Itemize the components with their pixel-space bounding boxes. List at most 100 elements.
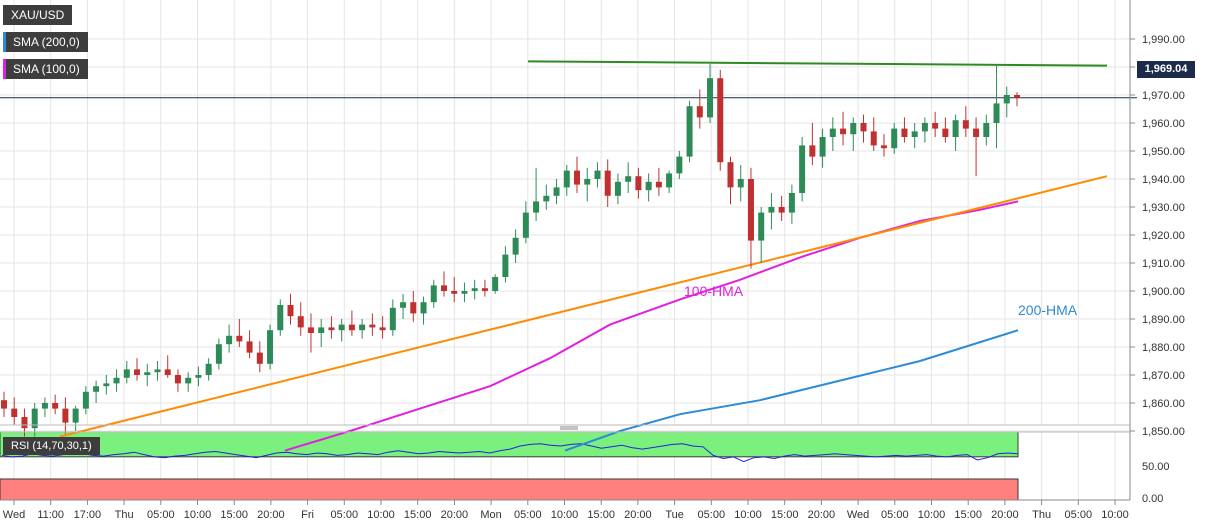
candle-body xyxy=(962,120,969,129)
candle-body xyxy=(256,352,263,364)
x-tick-label: 05:00 xyxy=(881,509,909,521)
candle-body xyxy=(563,170,570,188)
candle-body xyxy=(369,324,376,328)
y-tick-label: 1,930.00 xyxy=(1142,202,1185,214)
candle-body xyxy=(1003,95,1010,104)
candle-body xyxy=(154,369,161,373)
candle-body xyxy=(215,344,222,364)
candle-body xyxy=(185,377,192,384)
candle-body xyxy=(973,128,980,137)
rsi-label-text: RSI (14,70,30,1) xyxy=(11,440,92,452)
candle-body xyxy=(870,131,877,146)
candle-body xyxy=(123,369,130,378)
candle-body xyxy=(850,123,857,135)
candle-body xyxy=(512,237,519,255)
x-tick-label: 10:00 xyxy=(551,509,579,521)
candle-body xyxy=(747,179,754,241)
candle-body xyxy=(727,162,734,188)
candle-body xyxy=(420,302,427,314)
x-tick-label: 05:00 xyxy=(1065,509,1093,521)
candles xyxy=(1,64,1020,437)
x-tick-label: Mon xyxy=(480,509,501,521)
x-tick-label: 05:00 xyxy=(698,509,726,521)
candle-body xyxy=(676,156,683,174)
symbol-text: XAU/USD xyxy=(11,8,65,22)
candle-body xyxy=(614,181,621,196)
candle-body xyxy=(942,128,949,137)
x-tick-label: 11:00 xyxy=(37,509,64,521)
candle-body xyxy=(236,335,243,342)
x-tick-label: Wed xyxy=(847,509,869,521)
hma100-line xyxy=(284,200,1019,452)
rsi-label[interactable]: RSI (14,70,30,1) xyxy=(3,437,100,455)
candle-body xyxy=(103,383,110,387)
candle-body xyxy=(880,145,887,149)
legend-sma100[interactable]: SMA (100,0) xyxy=(3,59,88,79)
candle-body xyxy=(594,170,601,179)
candle-body xyxy=(860,123,867,132)
candle-body xyxy=(492,277,499,291)
candle-body xyxy=(522,212,529,238)
candle-body xyxy=(11,408,18,417)
candle-body xyxy=(1,400,7,409)
x-tick-label: 15:00 xyxy=(771,509,799,521)
candle-body xyxy=(174,375,181,384)
sma100-label: SMA (100,0) xyxy=(13,62,80,76)
x-tick-label: 20:00 xyxy=(808,509,836,521)
candle-body xyxy=(635,176,642,191)
x-tick-label: Fri xyxy=(301,509,314,521)
candle-body xyxy=(983,123,990,137)
trend-lines xyxy=(0,60,1137,463)
candle-body xyxy=(72,408,79,423)
candle-body xyxy=(502,254,509,277)
candle-body xyxy=(297,316,304,328)
candle-body xyxy=(1014,95,1020,98)
candle-body xyxy=(891,128,898,149)
candle-body xyxy=(471,288,478,291)
y-tick-label: 1,860.00 xyxy=(1142,398,1185,410)
candle-body xyxy=(348,324,355,331)
candle-body xyxy=(144,372,151,375)
y-tick-label: 1,910.00 xyxy=(1142,258,1185,270)
y-tick-label: 1,850.00 xyxy=(1142,426,1185,438)
rsi-tick-label: 0.00 xyxy=(1142,493,1163,505)
hma100-annotation: 100-HMA xyxy=(684,283,744,299)
candle-body xyxy=(379,327,386,331)
rsi-overbought-band xyxy=(0,431,1019,458)
x-tick-label: 20:00 xyxy=(991,509,1019,521)
candle-body xyxy=(993,103,1000,123)
candle-body xyxy=(921,123,928,132)
x-tick-label: 10:00 xyxy=(367,509,395,521)
candle-body xyxy=(318,327,325,333)
y-tick-label: 1,880.00 xyxy=(1142,342,1185,354)
candle-body xyxy=(307,327,314,333)
legend-sma200[interactable]: SMA (200,0) xyxy=(3,32,88,52)
candle-body xyxy=(696,106,703,118)
candle-body xyxy=(707,78,714,118)
candle-body xyxy=(604,170,611,196)
candle-body xyxy=(645,181,652,191)
candle-body xyxy=(41,403,48,409)
hma200-line xyxy=(564,329,1019,452)
last-price-tag: 1,969.04 xyxy=(1137,61,1195,78)
candle-body xyxy=(205,363,212,375)
candle-body xyxy=(31,408,38,429)
candle-body xyxy=(737,179,744,188)
hma200-annotation: 200-HMA xyxy=(1018,302,1078,318)
x-tick-label: 20:00 xyxy=(441,509,469,521)
candle-body xyxy=(226,335,233,345)
sma200-label: SMA (200,0) xyxy=(13,35,80,49)
candle-body xyxy=(553,187,560,196)
candle-body xyxy=(440,285,447,291)
candle-body xyxy=(901,128,908,137)
annotations: 100-HMA 200-HMA xyxy=(684,283,1078,318)
candle-body xyxy=(686,106,693,157)
x-tick-label: 10:00 xyxy=(918,509,946,521)
candle-body xyxy=(164,369,171,375)
candle-body xyxy=(82,391,89,409)
x-tick-label: 17:00 xyxy=(74,509,102,521)
candle-body xyxy=(400,302,407,308)
candle-body xyxy=(778,207,785,213)
